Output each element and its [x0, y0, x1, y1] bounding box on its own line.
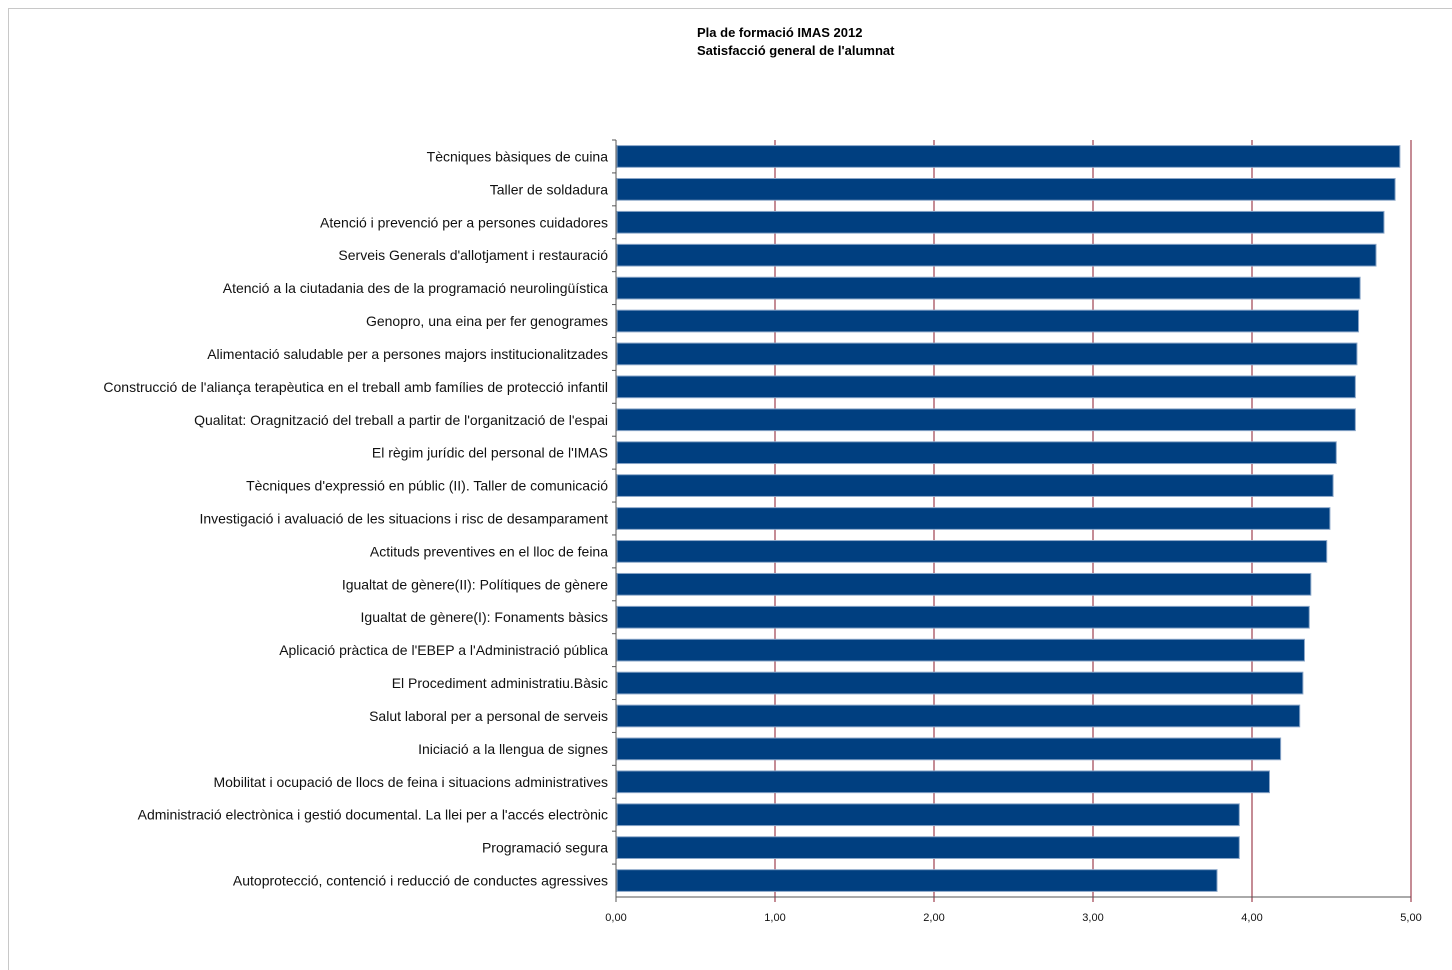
category-label: Igualtat de gènere(II): Polítiques de gè…	[342, 576, 608, 592]
bar	[616, 605, 1310, 629]
chart-title: Pla de formació IMAS 2012	[697, 25, 863, 40]
bar	[616, 178, 1396, 201]
category-label: Tècniques d'expressió en públic (II). Ta…	[246, 478, 608, 494]
category-label: Alimentació saludable per a persones maj…	[207, 346, 608, 362]
bar	[616, 243, 1377, 267]
bar	[616, 704, 1301, 728]
category-label: Autoprotecció, contenció i reducció de c…	[233, 873, 608, 889]
chart-title-block: Pla de formació IMAS 2012 Satisfacció ge…	[0, 24, 1452, 60]
bar	[616, 737, 1282, 761]
bar	[616, 210, 1385, 234]
category-label: Investigació i avaluació de les situacio…	[199, 511, 608, 527]
category-label: Atenció i prevenció per a persones cuida…	[320, 214, 608, 230]
bar	[616, 572, 1312, 596]
bar	[616, 342, 1358, 366]
bar	[616, 638, 1305, 662]
x-tick-label: 2,00	[923, 912, 944, 924]
category-label: Serveis Generals d'allotjament i restaur…	[338, 247, 608, 263]
category-label: Construcció de l'aliança terapèutica en …	[103, 379, 608, 395]
bar	[616, 507, 1331, 530]
bar	[616, 474, 1334, 497]
bar	[616, 836, 1240, 859]
category-label: Iniciació a la llengua de signes	[418, 741, 608, 757]
category-label: Atenció a la ciutadania des de la progra…	[223, 280, 608, 296]
bar	[616, 770, 1270, 794]
category-label-layer: Tècniques bàsiques de cuina Taller de sol…	[103, 148, 608, 888]
bar	[616, 441, 1337, 465]
category-label: Tècniques bàsiques de cuina	[427, 148, 609, 164]
chart-frame	[8, 8, 1452, 970]
category-label: Aplicació pràctica de l'EBEP a l'Adminis…	[279, 642, 608, 658]
category-label: Genopro, una eina per fer genogrames	[366, 313, 608, 329]
category-label: Actituds preventives en el lloc de feina	[370, 543, 608, 559]
category-label: Administració electrònica i gestió docum…	[138, 807, 608, 823]
bar	[616, 869, 1218, 892]
x-tick-label: 0,00	[605, 912, 626, 924]
category-label: Programació segura	[482, 840, 608, 856]
x-tick-label: 1,00	[764, 912, 785, 924]
x-axis-tick-layer: 0,00 1,00 2,00 3,00 4,00 5,00	[605, 912, 1421, 924]
bar-layer	[616, 145, 1401, 892]
category-label: Salut laboral per a personal de serveis	[369, 708, 608, 724]
bar	[616, 309, 1360, 333]
bar	[616, 540, 1328, 563]
category-label: Igualtat de gènere(I): Fonaments bàsics	[361, 609, 608, 625]
bar	[616, 375, 1356, 399]
x-tick-label: 4,00	[1241, 912, 1262, 924]
category-label: El Procediment administratiu.Bàsic	[392, 675, 608, 691]
x-tick-label: 3,00	[1082, 912, 1103, 924]
bar	[616, 408, 1356, 432]
chart-subtitle: Satisfacció general de l'alumnat	[697, 43, 895, 58]
bar	[616, 803, 1240, 827]
bar	[616, 276, 1361, 300]
category-label: Qualitat: Oragnització del treball a par…	[194, 412, 608, 428]
category-label: El règim jurídic del personal de l'IMAS	[372, 445, 608, 461]
bar	[616, 671, 1304, 695]
category-label: Taller de soldadura	[490, 181, 609, 197]
x-tick-label: 5,00	[1400, 912, 1421, 924]
category-label: Mobilitat i ocupació de llocs de feina i…	[213, 774, 608, 790]
bar	[616, 145, 1401, 168]
